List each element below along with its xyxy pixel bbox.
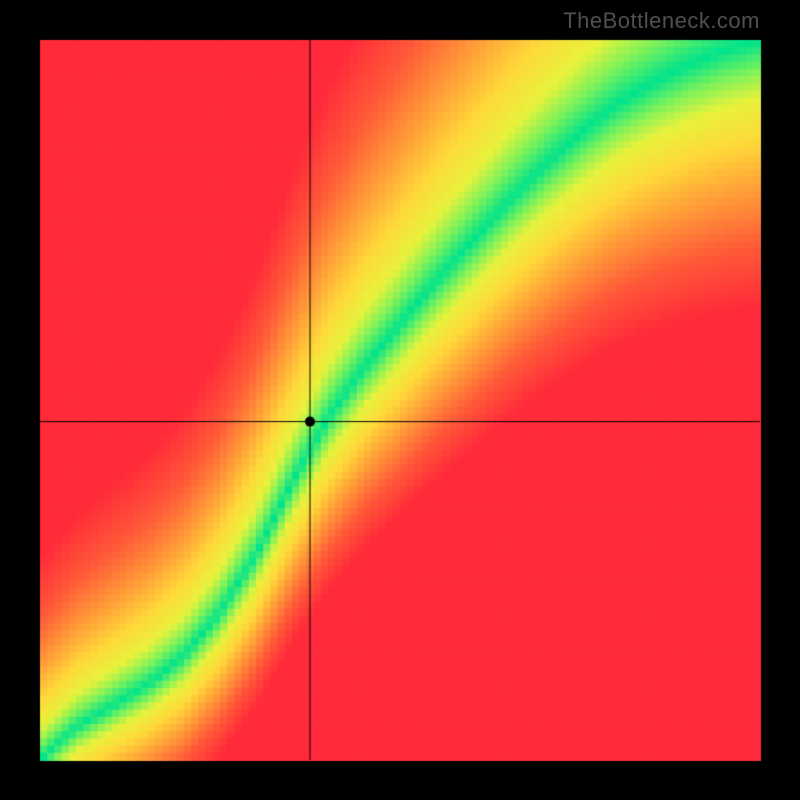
bottleneck-heatmap	[0, 0, 800, 800]
chart-container: TheBottleneck.com	[0, 0, 800, 800]
watermark-text: TheBottleneck.com	[563, 8, 760, 34]
